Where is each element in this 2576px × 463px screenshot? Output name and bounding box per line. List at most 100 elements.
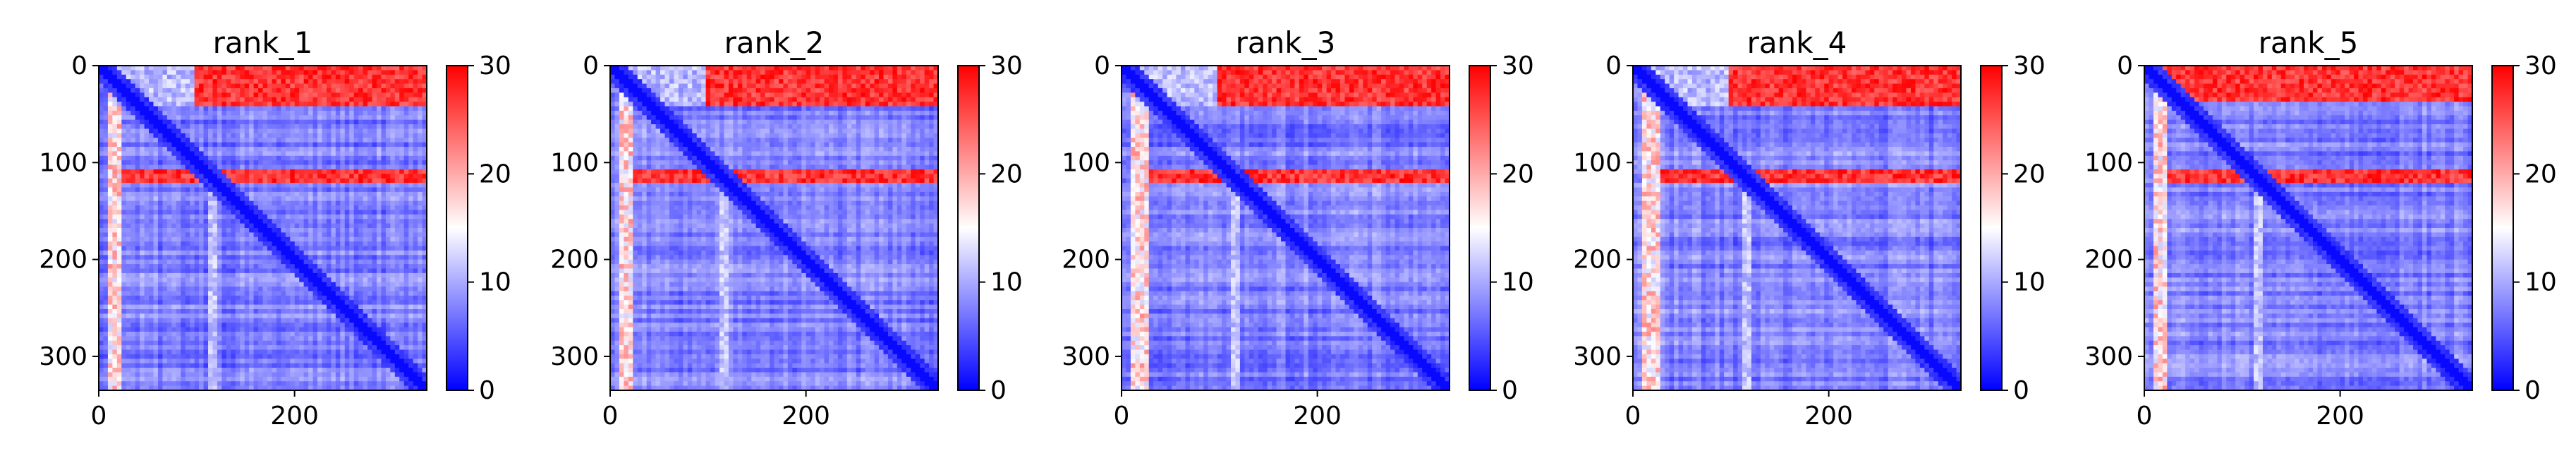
heatmap-cell [130,191,136,197]
heatmap-cell [162,110,168,116]
heatmap-cell [372,295,377,301]
heatmap-cell [422,327,427,332]
heatmap-cell [149,336,154,342]
heatmap-cell [181,66,186,71]
heatmap-cell [116,119,122,125]
heatmap-cell [116,376,122,382]
heatmap-cell [290,318,296,323]
heatmap-cell [135,232,140,238]
heatmap-cell [190,246,195,251]
heatmap-cell [372,191,377,197]
heatmap-cell [294,264,300,270]
heatmap-cell [403,119,409,125]
heatmap-cell [103,124,109,130]
heatmap-cell [244,102,250,107]
heatmap-cell [149,327,154,332]
heatmap-cell [422,323,427,328]
heatmap-cell [326,83,332,89]
heatmap-cell [394,196,400,202]
heatmap-cell [418,138,423,143]
heatmap-cell [317,228,323,233]
heatmap-cell [171,124,177,130]
heatmap-cell [107,291,113,296]
heatmap-cell [226,304,231,310]
heatmap-cell [281,236,286,242]
heatmap-cell [344,196,350,202]
heatmap-cell [281,232,286,238]
heatmap-cell [276,309,281,314]
heatmap-cell [376,92,382,98]
heatmap-cell [267,272,273,278]
heatmap-cell [208,272,214,278]
heatmap-cell [418,70,423,76]
heatmap-cell [353,138,359,143]
heatmap-cell [107,354,113,359]
heatmap-cell [367,282,373,287]
heatmap-cell [363,128,368,134]
heatmap-cell [358,277,364,283]
heatmap-cell [376,200,382,206]
heatmap-cell [140,323,145,328]
heatmap-cell [190,268,195,274]
heatmap-cell [185,277,190,283]
heatmap-cell [418,264,423,270]
heatmap-cell [126,336,131,342]
heatmap-cell [240,169,245,174]
heatmap-cell [226,155,231,161]
heatmap-cell [194,124,200,130]
heatmap-cell [240,327,245,332]
heatmap-cell [335,110,341,116]
heatmap-cell [116,327,122,332]
heatmap-cell [303,79,309,85]
heatmap-cell [303,205,309,211]
heatmap-cell [422,191,427,197]
heatmap-cell [149,205,154,211]
heatmap-cell [185,264,190,270]
heatmap-cell [340,205,346,211]
heatmap-cell [403,147,409,152]
heatmap-cell [303,70,309,76]
heatmap-cell [403,223,409,229]
heatmap-cell [353,323,359,328]
heatmap-cell [394,174,400,179]
heatmap-cell [403,336,409,342]
heatmap-cell [281,164,286,170]
heatmap-cell [208,160,214,166]
heatmap-cell [140,250,145,255]
heatmap-cell [103,250,109,255]
heatmap-cell [240,74,245,80]
heatmap-cell [422,70,427,76]
heatmap-cell [176,264,181,270]
heatmap-cell [367,228,373,233]
heatmap-cell [322,241,327,247]
heatmap-cell [176,196,181,202]
heatmap-cell [153,246,159,251]
heatmap-cell [235,372,241,378]
heatmap-cell [235,255,241,260]
heatmap-cell [244,124,250,130]
heatmap-cell [217,255,222,260]
heatmap-cell [281,291,286,296]
heatmap-cell [258,255,264,260]
heatmap-cell [353,318,359,323]
heatmap-cell [244,340,250,346]
heatmap-cell [326,345,332,351]
heatmap-cell [181,124,186,130]
heatmap-cell [272,196,277,202]
heatmap-cell [276,259,281,265]
heatmap-cell [399,151,405,157]
heatmap-cell [267,214,273,220]
heatmap-cell [244,368,250,373]
heatmap-cell [331,255,336,260]
heatmap-cell [149,110,154,116]
heatmap-cell [381,327,387,332]
heatmap-cell [322,259,327,265]
heatmap-cell [149,151,154,157]
heatmap-cell [299,236,305,242]
heatmap-cell [140,304,145,310]
heatmap-cell [372,323,377,328]
heatmap-cell [199,128,205,134]
heatmap-cell [212,119,218,125]
heatmap-cell [290,340,296,346]
heatmap-cell [340,313,346,319]
